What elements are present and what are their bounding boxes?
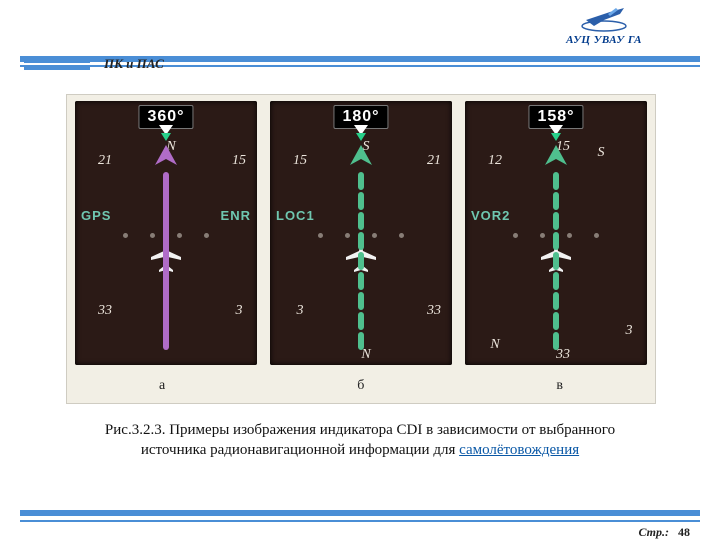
cdi-panel: 180°15S2133N3LOC1: [270, 101, 452, 365]
section-label: ПК и ПАС: [104, 56, 164, 72]
caption-link[interactable]: самолётовождения: [459, 442, 579, 458]
mode-right: ENR: [221, 209, 251, 222]
page-number: Стр.: 48: [638, 526, 690, 538]
org-label: АУЦ УВАУ ГА: [566, 34, 642, 46]
logo-block: АУЦ УВАУ ГА: [566, 4, 642, 46]
cdi-panel: 360°33N32115GPSENR: [75, 101, 257, 365]
footer-bar-thick: [20, 510, 700, 516]
plane-logo-icon: [580, 4, 628, 32]
panel-label: в: [556, 379, 563, 393]
cdi-needle-icon: [160, 171, 172, 351]
panel-label: а: [159, 379, 165, 393]
cdi-panels: 360°33N32115GPSENR180°15S2133N3LOC1158°1…: [67, 95, 655, 373]
panel-label: б: [357, 379, 364, 393]
cdi-panel: 158°12S15N333VOR2: [465, 101, 647, 365]
page-value: 48: [678, 525, 690, 539]
mode-left: GPS: [81, 209, 111, 222]
page-label: Стр.:: [638, 525, 669, 539]
mode-left: LOC1: [276, 209, 315, 222]
course-arrow-icon: [153, 143, 179, 167]
panel-sublabels: а б в: [67, 373, 655, 393]
cdi-needle-icon: [355, 171, 367, 351]
figure-caption: Рис.3.2.3. Примеры изображения индикатор…: [100, 420, 620, 461]
cdi-figure: 360°33N32115GPSENR180°15S2133N3LOC1158°1…: [66, 94, 656, 404]
header: АУЦ УВАУ ГА ПК и ПАС: [0, 0, 720, 70]
mode-left: VOR2: [471, 209, 510, 222]
cdi-needle-icon: [550, 171, 562, 351]
course-arrow-icon: [543, 143, 569, 167]
slide: АУЦ УВАУ ГА ПК и ПАС 360°33N32115GPSENR1…: [0, 0, 720, 540]
footer-bar-thin: [20, 520, 700, 522]
header-sub-bars: [24, 56, 90, 70]
course-arrow-icon: [348, 143, 374, 167]
